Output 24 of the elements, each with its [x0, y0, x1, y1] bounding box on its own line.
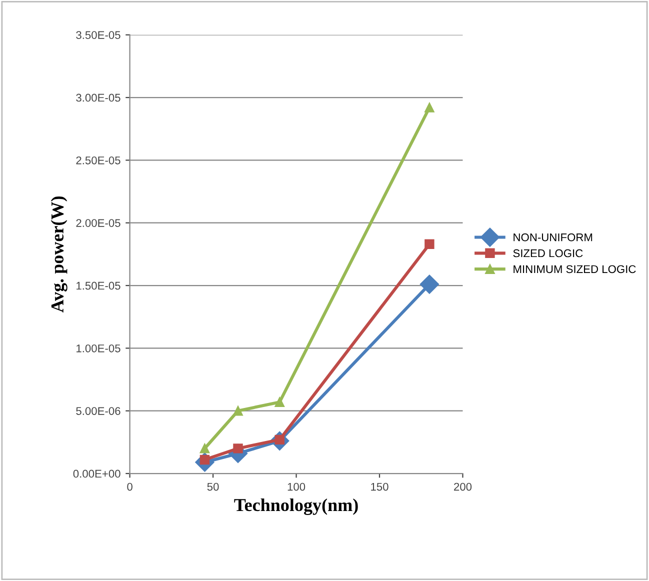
y-tick-label: 1.00E-05 [76, 344, 120, 352]
point [420, 274, 439, 294]
y-tick-label: 5.00E-06 [76, 407, 120, 415]
point [200, 444, 210, 454]
y-axis-title: Avg. power(W) [50, 196, 68, 313]
legend-label: MINIMUM SIZED LOGIC [514, 265, 636, 274]
x-tick-label: 50 [207, 482, 219, 491]
y-tick-label: 2.00E-05 [76, 219, 120, 227]
y-tick-label: 2.50E-05 [76, 156, 120, 164]
x-tick-label: 100 [288, 482, 306, 491]
y-tick-label: 0.00E+00 [73, 470, 120, 478]
point [233, 406, 243, 416]
y-tick-label: 3.00E-05 [76, 94, 120, 102]
y-tick-label: 3.50E-05 [76, 31, 120, 39]
point [424, 102, 434, 112]
x-tick-label: 0 [127, 482, 132, 491]
point [274, 397, 284, 407]
x-tick-label: 200 [454, 482, 472, 491]
y-tick-label: 1.50E-05 [76, 282, 120, 290]
x-axis-title: Technology(nm) [234, 498, 358, 515]
point [424, 239, 434, 250]
legend-label: NON-UNIFORM [514, 233, 592, 242]
legend-label: SIZED LOGIC [513, 249, 583, 258]
x-tick-label: 150 [371, 482, 388, 491]
